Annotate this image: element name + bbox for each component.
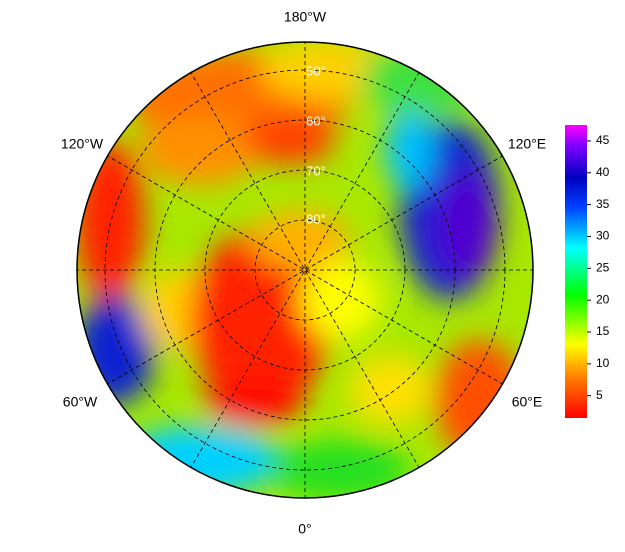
colorbar-tick-label: 40 bbox=[596, 165, 610, 179]
colorbar-tick-label: 25 bbox=[596, 260, 610, 274]
colorbar-tick-label: 5 bbox=[596, 388, 603, 402]
latitude-label: 50° bbox=[306, 63, 326, 78]
longitude-label: 120°W bbox=[61, 136, 104, 152]
longitude-label: 60°E bbox=[512, 394, 543, 410]
field bbox=[77, 42, 533, 498]
longitude-label: 60°W bbox=[63, 394, 98, 410]
colorbar-tick-label: 30 bbox=[596, 229, 610, 243]
map-border bbox=[76, 41, 534, 499]
longitude-label: 120°E bbox=[508, 136, 546, 152]
longitude-label: 180°W bbox=[284, 9, 327, 25]
latitude-label: 80° bbox=[306, 211, 326, 226]
colorbar-tick-label: 45 bbox=[596, 133, 610, 147]
colorbar-tick-label: 20 bbox=[596, 292, 610, 306]
longitude-label: 0° bbox=[298, 521, 311, 537]
colorbar-tick-label: 10 bbox=[596, 356, 610, 370]
latitude-label: 70° bbox=[306, 163, 326, 178]
latitude-label: 60° bbox=[306, 113, 326, 128]
colorbar-tick-label: 35 bbox=[596, 197, 610, 211]
colorbar-tick-label: 15 bbox=[596, 324, 610, 338]
colorbar bbox=[565, 125, 587, 418]
